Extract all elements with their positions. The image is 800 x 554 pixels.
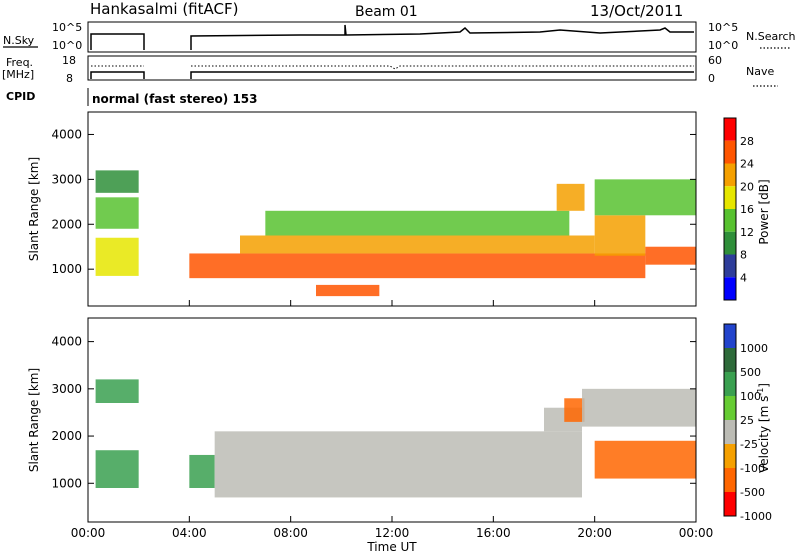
power-band-0	[95, 237, 139, 276]
y-axis-label: Slant Range [km]	[27, 368, 41, 472]
velocity-band-5	[564, 398, 585, 422]
nsky-label: N.Sky	[3, 34, 35, 47]
power-colorbar-swatch	[724, 209, 736, 232]
beam-title: Beam 01	[355, 4, 418, 20]
nave-label: Nave	[746, 65, 774, 78]
colorbar-tick-label: -500	[740, 486, 765, 499]
velocity-colorbar-swatch	[724, 468, 736, 492]
y-tick-label: 1000	[51, 262, 82, 276]
y-tick-label: 2000	[51, 429, 82, 443]
freq-tick-bottom: 8	[66, 72, 73, 85]
colorbar-tick-label: 16	[740, 203, 754, 216]
nsearch-tick-top: 10^5	[708, 21, 738, 34]
freq-panel	[87, 55, 697, 81]
velocity-band-3	[214, 431, 582, 498]
x-tick-label: 00:00	[71, 526, 106, 540]
velocity-colorbar-swatch	[724, 324, 736, 348]
nave-trace	[91, 65, 694, 70]
y-tick-label: 4000	[51, 127, 82, 141]
power-band-1	[95, 197, 139, 229]
y-axis-label: Slant Range [km]	[27, 157, 41, 261]
colorbar-tick-label: 500	[740, 366, 761, 379]
power-colorbar-label: Power [dB]	[757, 179, 771, 244]
nsky-tick-top: 10^5	[52, 21, 82, 34]
colorbar-tick-label: 1000	[740, 342, 768, 355]
power-band-9	[594, 179, 696, 216]
velocity-panel: 4000 3000 2000 1000 Slant Range [km] 1000 500 1…	[27, 317, 772, 523]
power-band-4	[240, 235, 595, 254]
station-title: Hankasalmi (fitACF)	[90, 0, 238, 18]
y-tick-label: 2000	[51, 217, 82, 231]
power-colorbar-swatch	[724, 254, 736, 278]
nsky-tick-bottom: 10^0	[52, 39, 82, 52]
cpid-text: normal (fast stereo) 153	[92, 92, 258, 106]
x-tick-label: 08:00	[273, 526, 308, 540]
time-axis: 00:00 04:00 08:00 12:00 16:00 20:00 00:00	[71, 300, 714, 540]
colorbar-tick-label: 20	[740, 180, 754, 193]
velocity-colorbar-swatch	[724, 372, 736, 396]
velocity-band-0	[95, 450, 139, 488]
colorbar-tick-label: 12	[740, 226, 754, 239]
power-colorbar-swatch	[724, 186, 736, 209]
nave-tick-top: 60	[708, 54, 722, 67]
colorbar-tick-label: 8	[740, 249, 747, 262]
velocity-colorbar-swatch	[724, 348, 736, 372]
power-colorbar-swatch	[724, 118, 736, 141]
y-tick-label: 1000	[51, 476, 82, 490]
y-tick-label: 3000	[51, 382, 82, 396]
velocity-band-6	[594, 440, 696, 479]
velocity-band-1	[95, 379, 139, 403]
colorbar-tick-label: -1000	[740, 510, 772, 523]
power-band-3	[189, 253, 646, 279]
nsearch-label: N.Search	[746, 30, 796, 43]
velocity-band-7	[582, 388, 696, 427]
colorbar-tick-label: -100	[740, 462, 765, 475]
colorbar-tick-label: 4	[740, 271, 747, 284]
freq-unit: [MHz]	[2, 68, 34, 81]
power-colorbar-swatch	[724, 140, 736, 164]
colorbar-tick-label: 100	[740, 390, 761, 403]
velocity-colorbar-swatch	[724, 420, 736, 444]
freq-tick-top: 18	[62, 54, 76, 67]
colorbar-tick-label: 28	[740, 135, 754, 148]
x-tick-label: 04:00	[172, 526, 207, 540]
velocity-colorbar-swatch	[724, 444, 736, 468]
power-band-8	[594, 215, 646, 256]
velocity-colorbar-swatch	[724, 492, 736, 516]
x-axis-label: Time UT	[366, 540, 417, 554]
nsky-trace	[90, 24, 694, 50]
colorbar-tick-label: 25	[740, 414, 754, 427]
freq-trace	[90, 71, 694, 79]
power-band-6	[316, 284, 380, 297]
power-band-2	[95, 170, 139, 193]
power-colorbar-swatch	[724, 163, 736, 187]
x-tick-label: 12:00	[375, 526, 410, 540]
x-tick-label: 16:00	[476, 526, 511, 540]
velocity-colorbar-label: Velocity [m s-1]	[756, 383, 771, 473]
colorbar-tick-label: 24	[740, 158, 754, 171]
power-band-10	[645, 246, 696, 265]
y-tick-label: 4000	[51, 335, 82, 349]
velocity-colorbar-swatch	[724, 396, 736, 420]
power-band-7	[556, 183, 585, 211]
power-colorbar-swatch	[724, 231, 736, 255]
colorbar-tick-label: -25	[740, 438, 758, 451]
power-colorbar-swatch	[724, 277, 736, 300]
velocity-band-2	[189, 454, 215, 488]
nsearch-tick-bottom: 10^0	[708, 39, 738, 52]
freq-label: Freq.	[6, 56, 33, 69]
x-tick-label: 20:00	[577, 526, 612, 540]
x-tick-label: 00:00	[679, 526, 714, 540]
power-band-5	[265, 210, 570, 236]
cpid-label: CPID	[6, 90, 35, 103]
date-title: 13/Oct/2011	[590, 2, 683, 20]
power-panel: 4000 3000 2000 1000 Slant Range [km] 28 24 20 16…	[27, 111, 754, 307]
nsky-panel	[87, 21, 697, 53]
y-tick-label: 3000	[51, 172, 82, 186]
nave-tick-bottom: 0	[708, 72, 715, 85]
